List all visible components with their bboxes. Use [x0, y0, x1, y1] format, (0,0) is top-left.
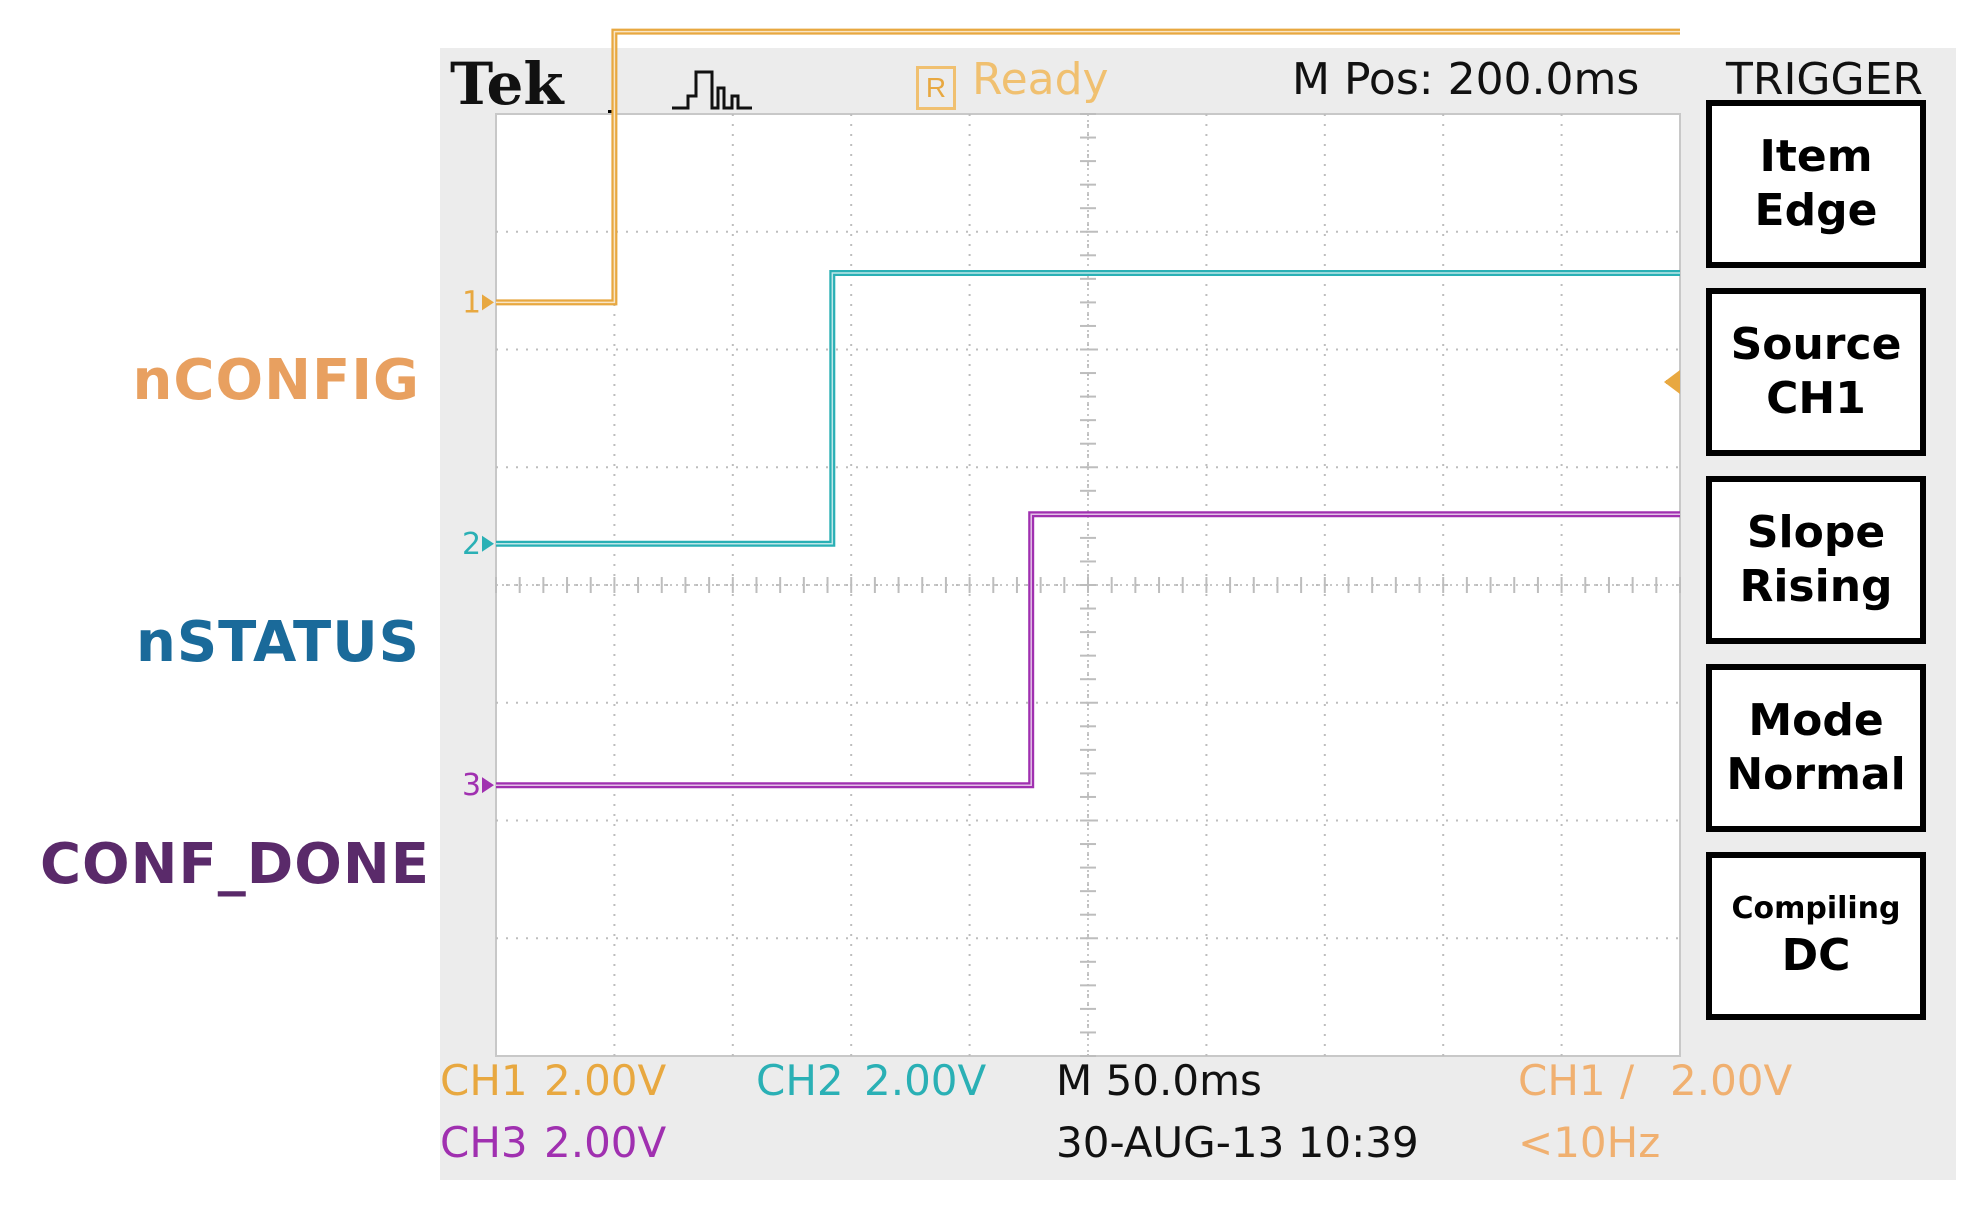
- ground-marker-icon: [482, 777, 494, 794]
- ground-marker-icon: [482, 294, 494, 311]
- trace-highlight: [496, 30, 1680, 304]
- channel-marker-layer: 1 2 3: [462, 285, 494, 803]
- brand-logo: Tek: [450, 50, 564, 118]
- timebase-readout: M 50.0ms: [1056, 1056, 1262, 1105]
- ch2-scale: 2.00V: [864, 1056, 987, 1105]
- oscilloscope-screen: Tek R Ready M Pos: 200.0ms TRIGGER 1 2 3 I…: [440, 28, 1956, 1180]
- waveform-display: 1 2 3: [462, 28, 1681, 1057]
- signal-label-conf-done: CONF_DONE: [39, 832, 430, 897]
- trace-layer: [496, 28, 1680, 789]
- ch1-scale: 2.00V: [544, 1056, 667, 1105]
- signal-label-nstatus: nSTATUS: [135, 610, 420, 675]
- ch3-scale: 2.00V: [544, 1118, 667, 1167]
- trigger-slope-icon: /: [1620, 1056, 1635, 1105]
- ch3-label: CH3: [440, 1118, 528, 1167]
- trigger-level-readout: 2.00V: [1670, 1056, 1793, 1105]
- acquisition-mode-icon: [672, 70, 752, 110]
- channel-marker-2: 2: [462, 527, 481, 562]
- trigger-frequency-readout: <10Hz: [1518, 1118, 1661, 1167]
- trigger-source-readout: CH1: [1518, 1056, 1606, 1105]
- menu-button-coupling[interactable]: Compiling DC: [1706, 852, 1926, 1020]
- ch1-label: CH1: [440, 1056, 528, 1105]
- run-state-text: Ready: [972, 54, 1109, 105]
- horizontal-position: M Pos: 200.0ms: [1292, 54, 1640, 105]
- signal-label-nconfig: nCONFIG: [132, 348, 420, 413]
- trace-highlight: [496, 513, 1680, 786]
- menu-button-slope[interactable]: Slope Rising: [1706, 476, 1926, 644]
- channel-marker-3: 3: [462, 768, 481, 803]
- datetime-readout: 30-AUG-13 10:39: [1056, 1118, 1419, 1167]
- ground-marker-icon: [482, 535, 494, 552]
- menu-button-source[interactable]: Source CH1: [1706, 288, 1926, 456]
- menu-button-item[interactable]: Item Edge: [1706, 100, 1926, 268]
- menu-button-mode[interactable]: Mode Normal: [1706, 664, 1926, 832]
- ch2-label: CH2: [756, 1056, 844, 1105]
- run-state-icon: R: [916, 66, 956, 110]
- menu-title: TRIGGER: [1726, 54, 1923, 105]
- channel-marker-1: 1: [462, 285, 481, 320]
- trace-highlight: [496, 272, 1680, 545]
